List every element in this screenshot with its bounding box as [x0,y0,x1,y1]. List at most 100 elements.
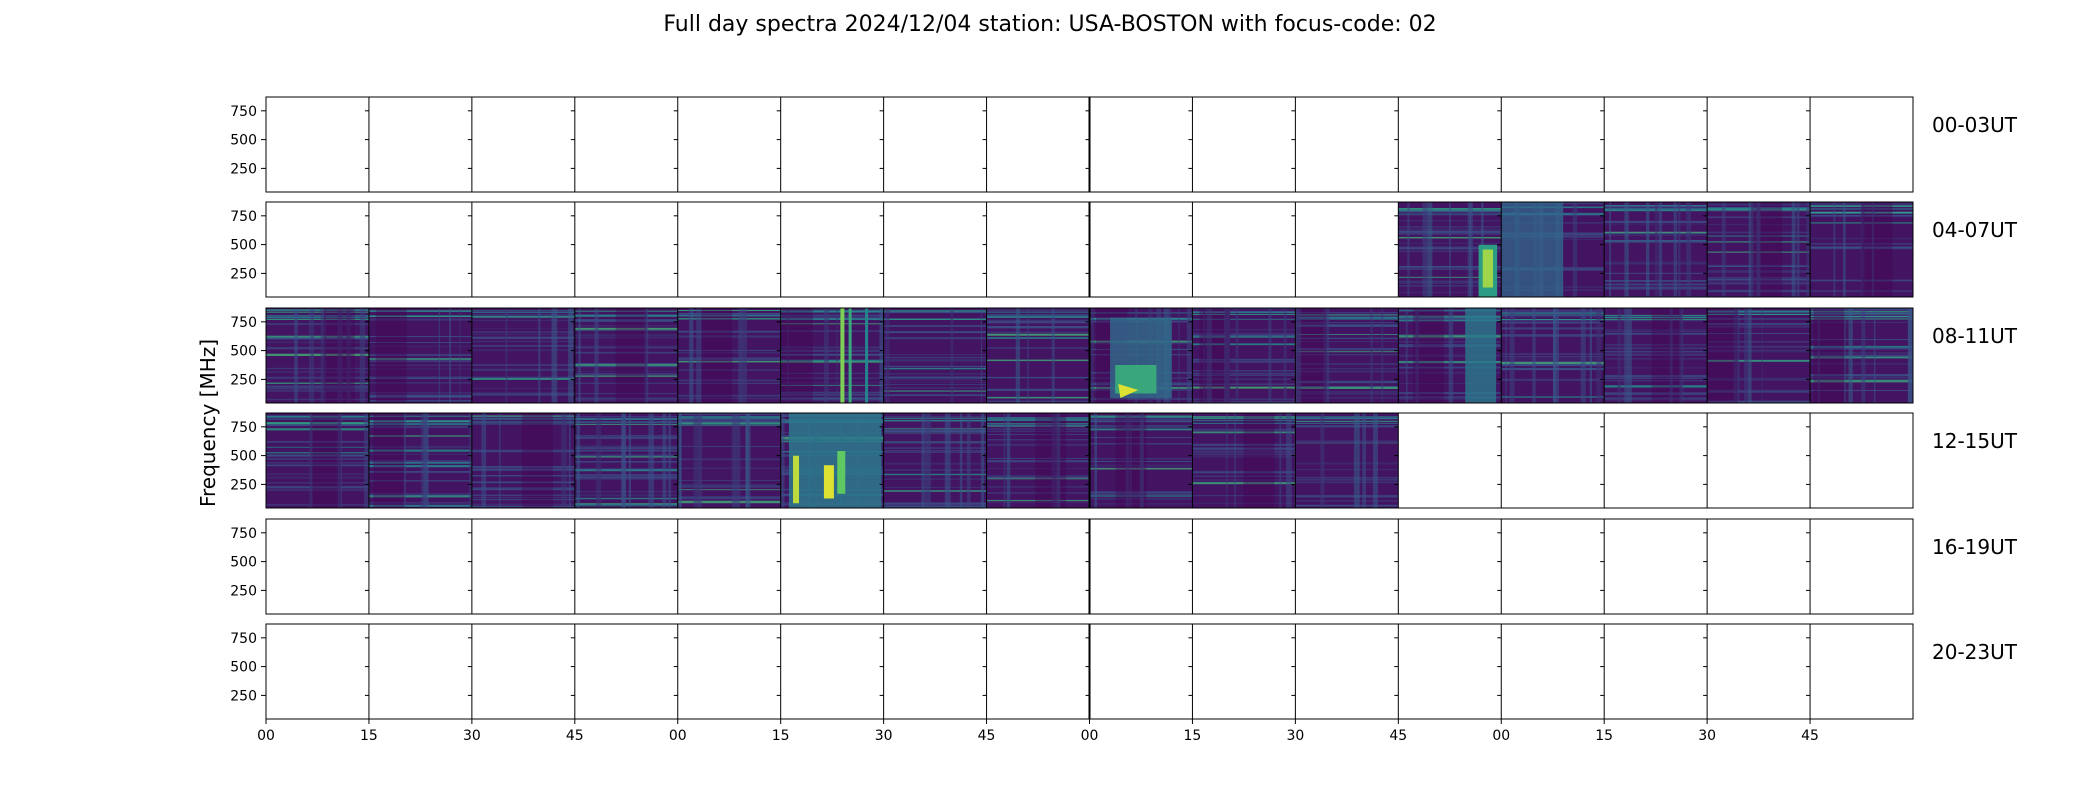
rfi-line [1604,397,1708,400]
rfi-line [1501,358,1605,360]
time-stripe [469,413,472,508]
rfi-line [471,310,575,312]
rfi-line [1192,420,1296,422]
row-label: 04-07UT [1932,218,2018,242]
spectrum-background [1501,308,1605,403]
time-stripe [1509,308,1515,403]
rfi-line [471,487,575,490]
spectrum-panel-3-9 [1192,413,1296,508]
spectrum-panel-3-0 [266,413,369,508]
time-stripe [688,308,691,403]
rfi-line [368,310,472,312]
time-stripe [481,413,487,508]
rfi-line [368,345,472,347]
rfi-line [266,418,369,420]
rfi-line [574,319,678,321]
time-stripe [980,413,985,508]
rfi-line [677,397,781,400]
rfi-line [1089,312,1193,314]
rfi-line [368,453,472,455]
rfi-line [1295,312,1399,314]
rfi-line [883,331,987,334]
rfi-line [677,420,781,423]
time-stripe [1907,308,1913,403]
rfi-line [1295,495,1399,498]
rfi-line [1295,351,1399,353]
rfi-line [1192,313,1296,315]
rfi-line [883,450,987,452]
spectrum-panel-1-12 [1501,202,1605,297]
spectrum-panel-2-2 [471,308,575,403]
rfi-line [677,484,781,486]
time-stripe [359,308,366,403]
rfi-line [883,431,987,433]
spectrum-panel-3-6 [883,413,987,508]
rfi-line [1604,332,1708,335]
rfi-line [471,449,575,451]
time-stripe [505,308,508,403]
y-tick-label: 750 [230,104,257,120]
rfi-line [677,310,781,312]
rfi-line [574,382,678,384]
time-stripe [1006,413,1011,508]
rfi-line [780,393,884,396]
time-stripe [1130,413,1132,508]
rfi-line [883,311,987,313]
time-stripe [1791,202,1796,297]
time-stripe [294,308,298,403]
time-stripe [1626,308,1632,403]
row-16-19UT: 250 500 750 16-19UT [230,518,2018,615]
rfi-line [1501,333,1605,336]
rfi-line [1295,363,1399,365]
rfi-line [883,325,987,328]
x-tick-label: 00 [669,728,687,744]
rfi-line [1295,317,1399,319]
rfi-line [266,423,369,425]
rfi-line [986,424,1090,426]
rfi-line [266,387,369,389]
time-stripe [1596,308,1602,403]
rfi-line [471,423,575,425]
time-stripe [1623,308,1628,403]
spectrum-panel-2-9 [1192,308,1296,403]
rfi-line [471,494,575,497]
rfi-line [1707,311,1811,313]
time-stripe [1268,308,1272,403]
time-stripe [1624,202,1629,297]
rfi-line [368,424,472,426]
dark-block [781,308,813,403]
rfi-line [574,417,678,419]
rfi-line [266,317,369,319]
rfi-line [471,349,575,352]
rfi-line [574,334,678,337]
rfi-line [780,323,884,325]
rfi-line [1707,333,1811,335]
x-tick-label: 45 [566,728,584,744]
rfi-line [368,315,472,317]
burst-stripe [840,308,845,403]
rfi-line [471,315,575,317]
time-stripe [459,308,461,403]
rfi-line [1295,396,1399,399]
time-stripe [1283,308,1287,403]
time-stripe [644,308,649,403]
rfi-line [574,373,678,376]
rfi-line [266,322,369,326]
time-stripe [698,413,703,508]
rfi-line [1295,479,1399,481]
time-stripe [1646,202,1650,297]
x-tick-label: 30 [875,728,893,744]
rfi-line [1192,453,1296,456]
dark-block [522,413,553,508]
time-stripe [1469,202,1472,297]
time-stripe [1234,413,1236,508]
rfi-line [368,425,472,429]
rfi-line [986,359,1090,362]
spectrum-panel-2-8 [1089,308,1193,403]
rfi-line [780,377,884,379]
time-stripe [1748,202,1754,297]
rfi-line [368,492,472,496]
rfi-line [368,445,472,449]
rfi-line [368,504,472,507]
dark-block [310,413,342,508]
